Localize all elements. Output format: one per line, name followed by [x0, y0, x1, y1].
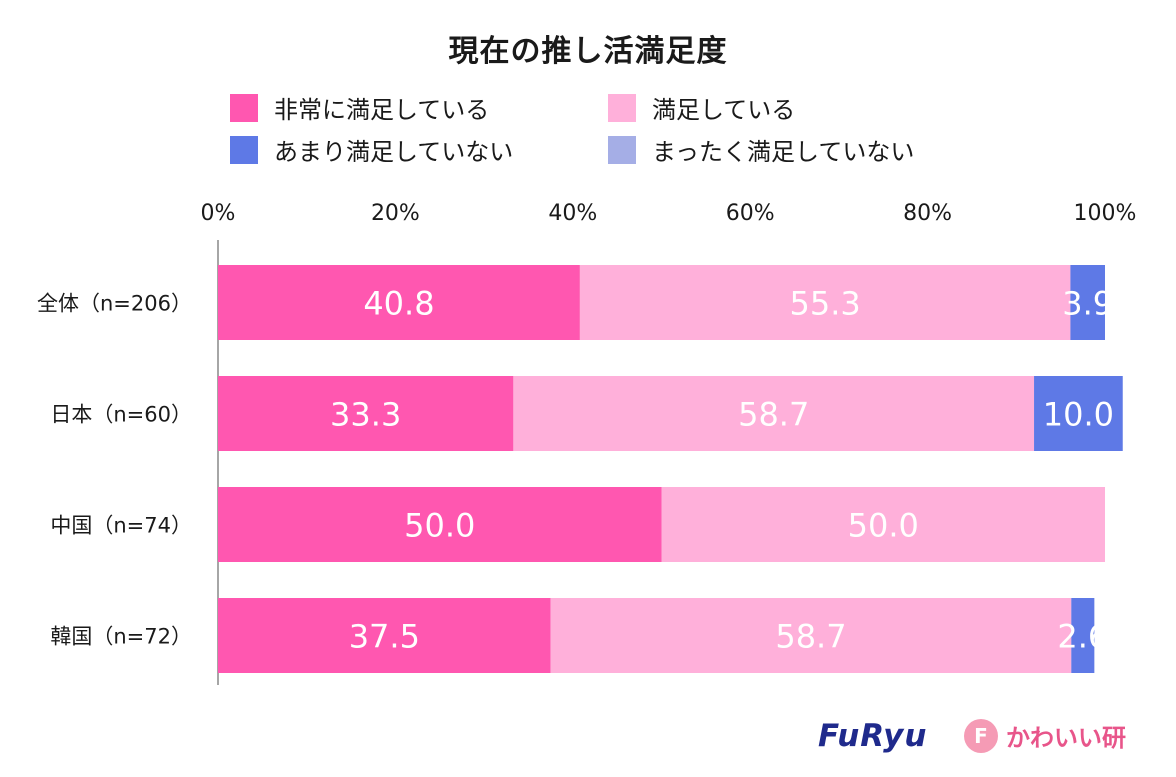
kawaii-lab-logo: F かわいい研	[964, 718, 1126, 753]
x-tick-label: 0%	[201, 201, 236, 226]
data-label: 58.7	[738, 396, 809, 434]
legend-swatch	[608, 135, 636, 164]
data-label: 58.7	[775, 618, 846, 656]
chart-title: 現在の推し活満足度	[448, 34, 728, 69]
legend-item-satisfied: 満足している	[608, 90, 795, 125]
furyu-logo: FuRyu	[818, 718, 928, 754]
x-tick-label: 100%	[1074, 201, 1137, 226]
legend-label: あまり満足していない	[274, 138, 514, 166]
data-label: 37.5	[349, 618, 420, 656]
kawaii-lab-text: かわいい研	[1006, 724, 1126, 752]
data-label: 3.9	[1062, 285, 1113, 323]
category-label: 中国（n=74）	[50, 514, 192, 538]
bar-segment	[550, 598, 1072, 673]
legend-label: 非常に満足している	[274, 96, 490, 124]
bar-segment	[218, 487, 662, 562]
kawaii-lab-mark-icon: F	[964, 718, 998, 753]
bar-segment	[1071, 598, 1095, 673]
data-label: 33.3	[330, 396, 401, 434]
bar-segment	[218, 598, 551, 673]
x-tick-label: 60%	[726, 201, 775, 226]
bar-segment	[661, 487, 1105, 562]
data-label: 10.0	[1043, 396, 1114, 434]
legend-item-not-very-satisfied: あまり満足していない	[230, 132, 513, 167]
category-label: 韓国（n=72）	[50, 625, 192, 649]
data-label: 40.8	[363, 285, 434, 323]
legend-swatch	[230, 93, 258, 122]
bar-segment	[218, 265, 580, 340]
bar-segment	[579, 265, 1071, 340]
category-label: 全体（n=206）	[37, 292, 192, 316]
data-label: 50.0	[848, 507, 919, 545]
x-tick-label: 80%	[903, 201, 952, 226]
legend-swatch	[230, 135, 258, 164]
x-tick-label: 40%	[548, 201, 597, 226]
data-label: 55.3	[790, 285, 861, 323]
legend-label: 満足している	[652, 96, 796, 124]
bar-segment	[513, 376, 1035, 451]
data-label: 2.6	[1057, 618, 1108, 656]
data-label: 50.0	[404, 507, 475, 545]
bar-segment	[218, 376, 514, 451]
x-tick-label: 20%	[371, 201, 420, 226]
category-label: 日本（n=60）	[50, 403, 192, 427]
legend: 非常に満足している 満足している あまり満足していない まったく満足していない	[230, 90, 990, 170]
legend-item-not-at-all-satisfied: まったく満足していない	[608, 132, 914, 167]
bar-segment	[1070, 265, 1105, 340]
legend-item-very-satisfied: 非常に満足している	[230, 90, 489, 125]
legend-label: まったく満足していない	[652, 138, 915, 166]
legend-swatch	[608, 93, 636, 122]
bar-segment	[1034, 376, 1123, 451]
